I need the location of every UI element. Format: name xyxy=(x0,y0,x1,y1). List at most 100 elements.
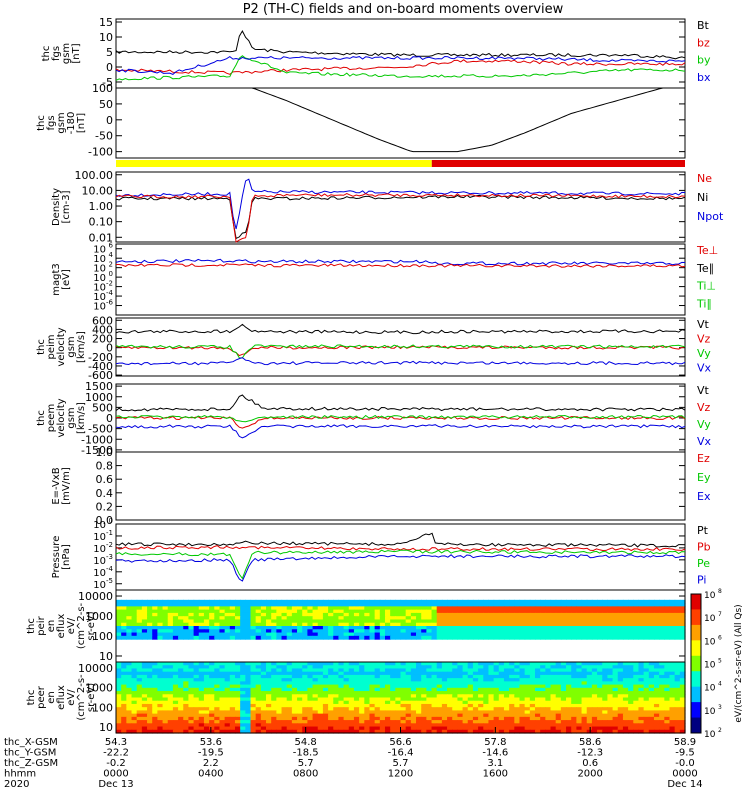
heatmap-cell xyxy=(467,723,474,728)
heatmap-cell xyxy=(410,629,417,634)
heatmap-cell xyxy=(581,603,588,607)
heatmap-cell xyxy=(566,707,572,712)
heatmap-cell xyxy=(136,662,143,666)
heatmap-cell xyxy=(121,713,127,718)
heatmap-cell xyxy=(607,632,614,637)
heatmap-cell xyxy=(514,668,521,673)
heatmap-cell xyxy=(674,674,681,679)
heatmap-cell xyxy=(529,622,536,627)
heatmap-cell xyxy=(545,713,552,718)
heatmap-cell xyxy=(379,684,386,689)
heatmap-cell xyxy=(534,684,541,689)
heatmap-cell xyxy=(436,632,443,637)
heatmap-cell xyxy=(172,716,179,721)
heatmap-cell xyxy=(498,662,505,666)
heatmap-cell xyxy=(281,720,288,724)
heatmap-cell xyxy=(472,671,479,676)
heatmap-cell xyxy=(266,707,272,712)
heatmap-cell xyxy=(472,684,479,689)
heatmap-cell xyxy=(219,713,226,718)
heatmap-cell xyxy=(364,603,371,607)
heatmap-cell xyxy=(566,609,572,614)
heatmap-cell xyxy=(591,716,598,721)
heatmap-cell xyxy=(390,603,396,607)
heatmap-cell xyxy=(266,729,272,734)
heatmap-cell xyxy=(524,622,531,627)
heatmap-cell xyxy=(312,703,319,708)
heatmap-cell xyxy=(359,684,365,689)
heatmap-cell xyxy=(333,622,340,627)
heatmap-cell xyxy=(172,691,179,695)
heatmap-cell xyxy=(416,729,422,734)
heatmap-cell xyxy=(322,619,329,624)
heatmap-cell xyxy=(560,612,567,617)
heatmap-cell xyxy=(172,632,179,637)
heatmap-cell xyxy=(586,626,593,630)
heatmap-cell xyxy=(260,720,267,724)
heatmap-cell xyxy=(607,720,614,724)
heatmap-cell xyxy=(198,678,205,682)
heatmap-cell xyxy=(436,697,443,702)
heatmap-cell xyxy=(529,609,536,614)
heatmap-cell xyxy=(628,687,634,692)
heatmap-cell xyxy=(566,606,572,611)
heatmap-cell xyxy=(312,700,319,705)
heatmap-cell xyxy=(136,612,143,617)
heatmap-cell xyxy=(198,723,205,728)
heatmap-cell xyxy=(234,713,241,718)
heatmap-cell xyxy=(379,612,386,617)
heatmap-cell xyxy=(224,616,231,621)
y-tick-label: 0.4 xyxy=(96,487,114,500)
heatmap-cell xyxy=(183,662,190,666)
heatmap-cell xyxy=(384,629,391,634)
heatmap-cell xyxy=(131,678,138,682)
heatmap-cell xyxy=(566,684,572,689)
heatmap-cell xyxy=(172,700,179,705)
heatmap-cell xyxy=(234,609,241,614)
heatmap-cell xyxy=(607,674,614,679)
heatmap-cell xyxy=(395,671,402,676)
heatmap-cell xyxy=(514,622,521,627)
heatmap-cell xyxy=(648,599,655,604)
heatmap-cell xyxy=(509,720,515,724)
heatmap-cell xyxy=(224,635,231,640)
heatmap-cell xyxy=(679,626,686,630)
heatmap-cell xyxy=(374,678,381,682)
heatmap-cell xyxy=(447,626,453,630)
heatmap-cell xyxy=(291,710,298,715)
heatmap-cell xyxy=(250,694,257,699)
heatmap-cell xyxy=(291,713,298,718)
heatmap-cell xyxy=(628,674,634,679)
heatmap-cell xyxy=(286,723,293,728)
heatmap-cell xyxy=(178,720,184,724)
heatmap-cell xyxy=(617,687,624,692)
heatmap-cell xyxy=(410,619,417,624)
heatmap-cell xyxy=(534,678,541,682)
heatmap-cell xyxy=(607,687,614,692)
heatmap-cell xyxy=(529,665,536,670)
heatmap-cell xyxy=(395,665,402,670)
x-row-value: 54.3 xyxy=(105,737,127,748)
heatmap-cell xyxy=(291,700,298,705)
heatmap-cell xyxy=(384,694,391,699)
heatmap-cell xyxy=(188,687,195,692)
heatmap-cell xyxy=(622,710,629,715)
heatmap-cell xyxy=(472,710,479,715)
heatmap-cell xyxy=(364,662,371,666)
heatmap-cell xyxy=(131,687,138,692)
y-tick-exponent: -4 xyxy=(106,289,114,297)
heatmap-cell xyxy=(328,674,334,679)
heatmap-cell xyxy=(571,703,577,708)
heatmap-cell xyxy=(203,622,210,627)
heatmap-cell xyxy=(669,700,676,705)
heatmap-cell xyxy=(183,716,190,721)
heatmap-cell xyxy=(674,684,681,689)
y-tick-label: -500 xyxy=(88,423,113,436)
heatmap-cell xyxy=(628,713,634,718)
heatmap-cell xyxy=(167,622,174,627)
heatmap-cell xyxy=(519,713,526,718)
heatmap-cell xyxy=(198,626,205,630)
heatmap-cell xyxy=(307,632,314,637)
heatmap-cell xyxy=(410,694,417,699)
